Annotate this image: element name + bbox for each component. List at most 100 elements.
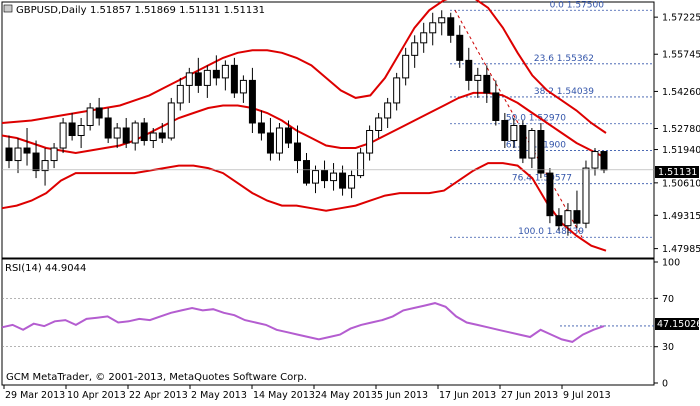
fibo-level-label: 50.0 1.52970	[506, 114, 566, 124]
candle-body	[158, 132, 166, 139]
candle-body	[564, 210, 572, 227]
rsi-tick-label: 100	[662, 258, 680, 269]
candle-body	[384, 102, 392, 119]
candle-body	[41, 160, 49, 172]
candle-body	[573, 210, 581, 224]
candle-body	[32, 152, 40, 172]
rsi-tick-label: 0	[662, 379, 668, 390]
price-tick-label: 1.54260	[662, 87, 700, 98]
rsi-indicator	[1, 297, 654, 348]
candle-body	[402, 54, 410, 79]
fibo-level-label: 23.6 1.55362	[534, 54, 594, 64]
candle-body	[456, 34, 464, 61]
candle-body	[420, 32, 428, 44]
fibonacci-retracement[interactable]: 0.0 1.57500 23.6 1.55362 38.2 1.54039 50.0 …	[450, 0, 654, 238]
candle-body	[339, 172, 347, 189]
candle-body	[131, 122, 139, 144]
candle-body	[95, 107, 103, 119]
candle-body	[68, 122, 76, 137]
price-tick-label: 1.49315	[662, 211, 700, 222]
price-tick-label: 1.51940	[662, 145, 700, 156]
date-tick-label: 5 Jun 2013	[377, 390, 428, 401]
symbol-menu-icon[interactable]	[3, 4, 13, 13]
main-header: GBPUSD,Daily 1.51857 1.51869 1.51131 1.5…	[3, 4, 265, 16]
candle-body	[357, 152, 365, 177]
candle-body	[465, 59, 473, 81]
current-price-label: 1.51131	[658, 167, 697, 178]
date-tick-label: 22 Apr 2013	[129, 390, 188, 401]
price-tick-label: 1.52780	[662, 124, 700, 135]
candle-body	[393, 77, 401, 104]
symbol-label: GBPUSD,Daily	[16, 5, 87, 16]
candle-body	[140, 122, 148, 142]
fibo-trendline[interactable]	[454, 10, 583, 238]
date-tick-label: 10 Apr 2013	[67, 390, 126, 401]
price-tick-label: 1.55745	[662, 50, 700, 61]
axes: 1.57225 1.55745 1.54260 1.52780 1.51940 1.506…	[3, 13, 700, 401]
fibo-level-label: 76.4 1.50577	[512, 174, 572, 184]
candle-body	[86, 107, 94, 126]
date-tick-label: 24 May 2013	[315, 390, 377, 401]
candle-body	[149, 132, 157, 142]
candle-body	[5, 147, 13, 162]
rsi-tick-label: 70	[662, 294, 674, 305]
date-tick-label: 29 Mar 2013	[5, 390, 65, 401]
price-tick-label: 1.50610	[662, 178, 700, 189]
rsi-tick-label: 30	[662, 342, 674, 353]
candle-body	[501, 119, 509, 142]
ohlc-values: 1.51857 1.51869 1.51131 1.51131	[90, 5, 265, 16]
candlestick-series	[2, 10, 654, 236]
fibo-level-label: 0.0 1.57500	[550, 0, 605, 10]
candle-body	[194, 72, 202, 86]
candle-body	[257, 122, 265, 134]
date-tick-label: 14 May 2013	[253, 390, 315, 401]
candle-body	[546, 172, 554, 217]
rsi-panel[interactable]	[1, 258, 655, 386]
candle-body	[230, 64, 238, 94]
candle-body	[275, 127, 283, 154]
candle-body	[366, 130, 374, 154]
candle-body	[50, 147, 58, 162]
candle-body	[447, 17, 455, 36]
candle-body	[429, 22, 437, 34]
candle-body	[167, 102, 175, 139]
candle-body	[438, 17, 446, 24]
candle-body	[212, 69, 220, 79]
candle-body	[122, 127, 130, 144]
candle-body	[113, 127, 121, 139]
candle-body	[519, 124, 527, 159]
candle-body	[23, 147, 31, 154]
candle-body	[303, 160, 310, 184]
candle-body	[330, 172, 338, 182]
price-tick-label: 1.47985	[662, 244, 700, 255]
band-middle-line	[1, 91, 607, 159]
candle-body	[528, 130, 536, 159]
price-tick-label: 1.57225	[662, 13, 700, 24]
rsi-line	[1, 302, 605, 343]
candle-body	[483, 74, 491, 94]
copyright-text: GCM MetaTrader, © 2001-2013, MetaQuotes …	[6, 372, 307, 383]
candle-body	[312, 170, 320, 184]
rsi-current-label: 47.15026	[657, 319, 700, 330]
candle-body	[582, 167, 590, 224]
date-tick-label: 2 May 2013	[191, 390, 247, 401]
date-tick-label: 27 Jun 2013	[501, 390, 558, 401]
candle-body	[375, 117, 383, 132]
candle-body	[510, 124, 518, 142]
candle-body	[104, 117, 112, 139]
candle-body	[555, 215, 563, 227]
candle-body	[77, 124, 85, 137]
candle-body	[221, 64, 229, 79]
candle-body	[591, 151, 599, 169]
candle-body	[185, 72, 193, 86]
candle-body	[348, 175, 356, 189]
candle-body	[492, 92, 500, 121]
fibo-level-label: 38.2 1.54039	[534, 87, 594, 97]
candle-body	[284, 127, 292, 144]
candle-body	[59, 122, 67, 149]
candle-body	[266, 132, 274, 154]
fibo-level-label: 100.0 1.48439	[518, 227, 584, 237]
candle-body	[239, 79, 247, 94]
